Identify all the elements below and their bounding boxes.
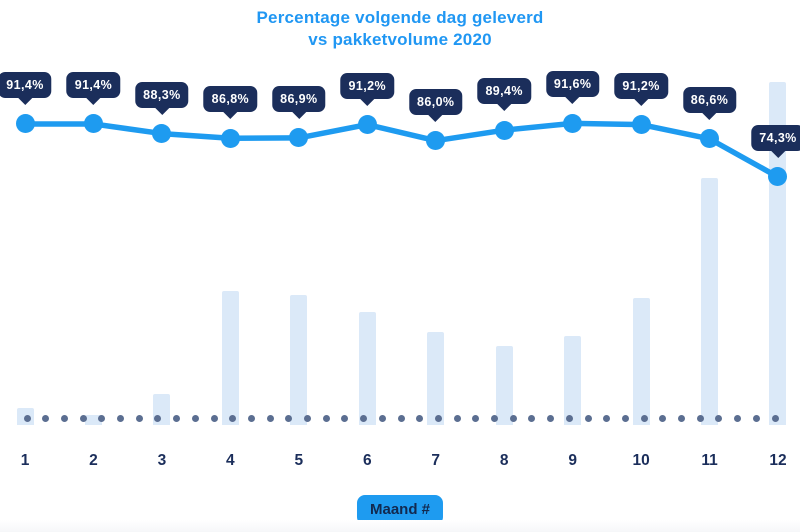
baseline-dot	[696, 414, 704, 422]
line-point-marker	[15, 114, 35, 134]
baseline-dot	[734, 414, 742, 422]
baseline-dot	[42, 414, 50, 422]
volume-bar	[358, 311, 376, 425]
value-tooltip: 74,3%	[751, 124, 800, 151]
month-label: 3	[157, 452, 167, 469]
baseline-dot	[491, 414, 498, 422]
chart-title-line2: vs pakketvolume 2020	[308, 30, 492, 49]
baseline-dot	[621, 414, 629, 422]
month-label: 7	[431, 452, 441, 469]
baseline-dot	[23, 414, 31, 422]
line-point-marker	[83, 114, 103, 134]
baseline-dot	[322, 414, 330, 422]
baseline-dot	[416, 414, 424, 422]
value-tooltip: 91,6%	[545, 71, 600, 98]
month-label: 8	[499, 452, 509, 469]
baseline-dot	[771, 414, 779, 422]
baseline-dot	[341, 414, 349, 422]
baseline-dot	[360, 414, 368, 422]
baseline-dot	[173, 414, 181, 422]
month-label: 12	[769, 452, 787, 469]
line-point-marker	[220, 128, 240, 148]
month-label: 4	[226, 452, 235, 469]
value-tooltip: 86,6%	[682, 86, 737, 113]
value-tooltip: 91,2%	[614, 72, 668, 99]
line-point-marker	[700, 129, 720, 149]
value-tooltip: 91,2%	[340, 72, 394, 99]
baseline-dot	[509, 414, 517, 422]
volume-bar	[564, 335, 582, 425]
baseline-dot	[715, 414, 723, 422]
value-tooltip: 91,4%	[66, 71, 121, 98]
baseline-dot	[98, 414, 106, 422]
baseline-dot	[453, 414, 461, 422]
baseline-dot	[210, 414, 218, 422]
baseline-dot	[79, 414, 87, 422]
baseline-dot	[659, 414, 667, 422]
baseline-dot	[117, 414, 124, 422]
baseline-dot	[472, 414, 480, 422]
value-tooltip: 91,4%	[0, 71, 52, 98]
baseline-dot	[135, 414, 143, 422]
volume-bar	[290, 294, 308, 425]
month-label: 10	[632, 452, 650, 469]
line-point-marker	[563, 113, 583, 133]
volume-bar	[427, 332, 445, 425]
baseline-dot	[304, 414, 311, 422]
baseline-dot	[397, 414, 405, 422]
value-tooltip: 88,3%	[135, 81, 189, 108]
baseline-dot	[266, 414, 274, 422]
baseline-dot	[378, 414, 386, 422]
x-axis-badge-label: Maand #	[369, 501, 431, 518]
month-label: 9	[568, 452, 577, 469]
volume-bar	[221, 291, 239, 425]
baseline-dot	[154, 414, 162, 422]
line-point-marker	[152, 124, 172, 144]
value-tooltip: 86,8%	[203, 86, 258, 113]
line-point-marker	[289, 128, 309, 148]
month-label: 5	[294, 452, 304, 469]
line-point-marker	[426, 131, 446, 151]
volume-bar	[495, 346, 513, 425]
line-point-marker	[357, 115, 377, 135]
baseline-dot	[547, 414, 555, 422]
percentage-line	[22, 120, 781, 180]
volume-bar	[84, 414, 102, 425]
footer-strip	[0, 520, 800, 532]
baseline-dot	[247, 414, 255, 422]
baseline-dot	[640, 414, 648, 422]
month-label: 6	[362, 452, 372, 469]
month-label: 1	[20, 452, 30, 469]
value-tooltip: 86,9%	[272, 85, 326, 112]
baseline-dot	[191, 414, 199, 422]
month-label: 2	[89, 452, 98, 469]
baseline-dot	[584, 414, 592, 422]
chart-title: Percentage volgende dag geleverd vs pakk…	[0, 7, 800, 51]
baseline-dot	[285, 414, 293, 422]
volume-bar	[701, 178, 719, 425]
volume-bar	[632, 298, 650, 425]
month-label: 11	[701, 452, 718, 469]
baseline-dot	[60, 414, 68, 422]
baseline-dot	[565, 414, 573, 422]
chart-title-line1: Percentage volgende dag geleverd	[256, 8, 544, 27]
baseline-dot	[678, 414, 685, 422]
line-point-marker	[768, 167, 788, 187]
baseline-dot	[603, 414, 611, 422]
line-point-marker	[494, 120, 514, 140]
baseline-dot	[434, 414, 442, 422]
value-tooltip: 86,0%	[408, 88, 463, 115]
baseline-dot	[752, 414, 760, 422]
baseline-dot	[229, 414, 237, 422]
baseline-dot	[528, 414, 536, 422]
value-tooltip: 89,4%	[477, 78, 531, 105]
line-point-marker	[631, 115, 651, 135]
